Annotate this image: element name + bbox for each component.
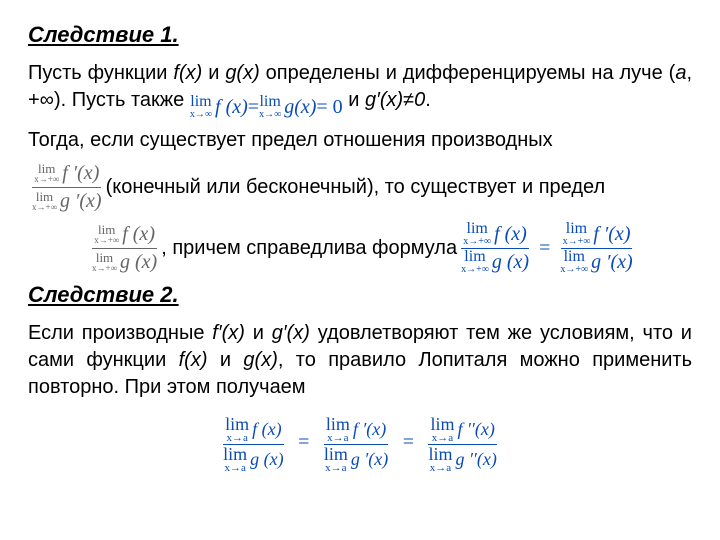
- lim-sub: x→∞: [259, 110, 281, 120]
- corollary-2-heading: Следствие 2.: [28, 282, 692, 308]
- document-page: Следствие 1. Пусть функции f(x) и g(x) о…: [0, 0, 720, 496]
- den: g ′(x): [351, 449, 388, 470]
- lim-word: lim: [259, 94, 280, 110]
- text: , причем справедлива формула: [161, 235, 457, 262]
- corollary-1-statement: Пусть функции f(x) и g(x) определены и д…: [28, 60, 692, 121]
- lim-word: lim: [190, 94, 211, 110]
- text: Пусть функции: [28, 62, 173, 84]
- gx: g(x): [225, 62, 259, 84]
- equals: =: [539, 235, 550, 262]
- den: g (x): [250, 449, 283, 470]
- num: f ′(x): [353, 419, 386, 440]
- corollary-2-statement: Если производные f′(x) и g′(x) удовлетво…: [28, 320, 692, 401]
- equals-1: =: [298, 431, 309, 453]
- lim-arg: g(x): [284, 94, 316, 121]
- rhs-frac: limx→+∞f ′(x) limx→+∞g ′(x): [558, 221, 634, 276]
- text: и: [245, 322, 272, 344]
- text: (конечный или бесконечный), то существуе…: [106, 174, 606, 201]
- a: a: [675, 62, 686, 84]
- fprime: f′(x): [212, 322, 245, 344]
- formula-line: limx→+∞f (x) limx→+∞g (x) , причем справ…: [28, 221, 692, 276]
- then-line: Тогда, если существует предел отношения …: [28, 127, 692, 154]
- term-3: limx→af ′′(x) limx→ag ′′(x): [426, 415, 498, 474]
- fprime-over-gprime-frac: limx→+∞f ′(x) limx→+∞g ′(x): [30, 160, 104, 215]
- corollary-1-heading: Следствие 1.: [28, 22, 692, 48]
- num: f (x): [252, 419, 281, 440]
- den: g ′(x): [60, 188, 102, 215]
- limit-eq-zero: limx→∞f (x) = limx→∞g(x) = 0: [190, 94, 343, 121]
- den: g (x): [492, 249, 529, 276]
- num: f ′(x): [593, 221, 630, 248]
- lim-arg: f (x): [215, 94, 248, 121]
- num: f ′(x): [62, 160, 99, 187]
- term-1: limx→af (x) limx→ag (x): [221, 415, 286, 474]
- gx: g(x): [243, 349, 277, 371]
- text: и: [348, 89, 365, 111]
- den: g ′′(x): [455, 449, 496, 470]
- fx: f(x): [179, 349, 208, 371]
- text: и: [202, 62, 225, 84]
- eq-zero: = 0: [316, 94, 342, 121]
- text: .: [425, 89, 431, 111]
- gprime: g′(x): [272, 322, 310, 344]
- den: g (x): [120, 249, 157, 276]
- den: g ′(x): [591, 249, 633, 276]
- lim-sub: x→∞: [190, 110, 212, 120]
- text: определены и дифференцируемы на луче (: [260, 62, 676, 84]
- term-2: limx→af ′(x) limx→ag ′(x): [322, 415, 390, 474]
- fx: f(x): [173, 62, 202, 84]
- f-over-g-frac: limx→+∞f (x) limx→+∞g (x): [90, 221, 159, 276]
- lhs-frac: limx→+∞f (x) limx→+∞g (x): [459, 221, 531, 276]
- derivative-ratio-line: limx→+∞f ′(x) limx→+∞g ′(x) (конечный ил…: [28, 160, 692, 215]
- text: Если производные: [28, 322, 212, 344]
- num: f (x): [494, 221, 527, 248]
- num: f (x): [122, 221, 155, 248]
- eq-sign: =: [248, 94, 259, 121]
- text: и: [208, 349, 244, 371]
- equals-2: =: [403, 431, 414, 453]
- num: f ′′(x): [457, 419, 494, 440]
- triple-equation: limx→af (x) limx→ag (x) = limx→af ′(x) l…: [28, 415, 692, 474]
- gprime-nonzero: g′(x)≠0: [365, 89, 425, 111]
